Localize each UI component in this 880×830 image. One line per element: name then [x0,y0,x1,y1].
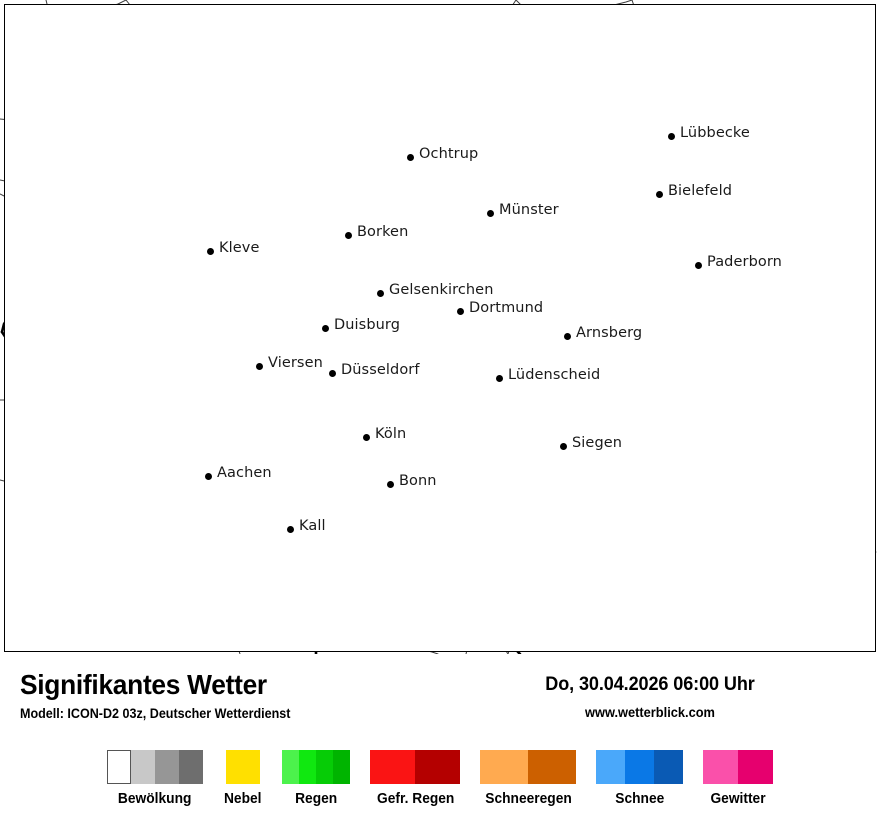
legend-label: Schneeregen [484,791,572,807]
legend-swatch-row [282,750,351,784]
city-dot-icon [345,232,352,239]
legend-label: Bewölkung [118,791,192,807]
legend-swatch [178,750,203,784]
city-dot-icon [363,434,370,441]
city-dot-icon [329,370,336,377]
legend-group: Bewölkung [106,750,203,807]
legend-swatch [703,750,739,784]
city-dot-icon [695,262,702,269]
legend-swatch [415,750,461,784]
legend-swatch-row [106,750,203,784]
legend-swatch [480,750,529,784]
legend-label: Schnee [615,791,665,807]
city-label: Lübbecke [680,125,750,141]
legend-swatch [130,750,155,784]
city-label: Duisburg [334,317,401,333]
legend-swatch [370,750,416,784]
legend-swatch-row [370,750,461,784]
city-dot-icon [377,290,384,297]
city-label: Siegen [572,435,623,451]
city-label: Paderborn [707,254,782,270]
city-dot-icon [668,133,675,140]
city-dot-icon [496,375,503,382]
city-label: Dortmund [469,300,544,316]
legend-label: Gefr. Regen [376,791,454,807]
legend-group: Schnee [596,750,684,807]
title-block: Signifikantes Wetter Modell: ICON-D2 03z… [20,669,311,722]
city-dot-icon [387,481,394,488]
legend-swatch [154,750,179,784]
legend-swatch-row [703,750,774,784]
legend-swatch [106,750,131,784]
site-url: www.wetterblick.com [585,705,715,720]
legend-group: Schneeregen [480,750,577,807]
page-title: Signifikantes Wetter [20,669,267,700]
legend-group: Gefr. Regen [370,750,461,807]
city-dot-icon [287,526,294,533]
legend-swatch-row [225,750,260,784]
city-label: Ochtrup [419,146,479,162]
legend-swatch [528,750,577,784]
city-dot-icon [407,154,414,161]
city-label: Lüdenscheid [508,367,601,383]
city-dot-icon [205,473,212,480]
city-label: Münster [499,202,559,218]
model-subtitle: Modell: ICON-D2 03z, Deutscher Wetterdie… [20,706,291,722]
city-label: Düsseldorf [341,362,420,378]
city-label: Kall [299,518,326,534]
city-label: Borken [357,224,409,240]
legend-swatch [654,750,684,784]
legend-label: Gewitter [710,791,766,807]
timestamp-block: Do, 30.04.2026 06:00 Uhr www.wetterblick… [440,674,860,720]
legend-swatch [299,750,317,784]
city-dot-icon [457,308,464,315]
legend-label: Nebel [223,791,262,807]
city-dot-icon [564,333,571,340]
city-label: Aachen [217,465,272,481]
legend-swatch [316,750,334,784]
legend-swatch [225,750,260,784]
legend-group: Nebel [223,750,263,807]
legend-swatch-row [596,750,684,784]
city-label: Bielefeld [668,183,733,199]
city-label: Köln [375,426,407,442]
legend-group: Regen [282,750,351,807]
legend-swatch [625,750,655,784]
city-label: Arnsberg [576,325,643,341]
map-frame [4,4,876,652]
legend-swatch [333,750,351,784]
city-dot-icon [656,191,663,198]
legend-swatch-row [480,750,577,784]
city-label: Viersen [268,355,323,371]
legend-swatch [738,750,774,784]
city-dot-icon [560,443,567,450]
weather-legend: Bewölkung Nebel Regen Gefr. Regen Schneerege… [0,750,880,807]
city-dot-icon [207,248,214,255]
legend-swatch [282,750,300,784]
city-label: Bonn [399,473,437,489]
legend-group: Gewitter [703,750,774,807]
city-dot-icon [256,363,263,370]
city-label: Gelsenkirchen [389,282,494,298]
valid-time: Do, 30.04.2026 06:00 Uhr [545,674,755,695]
legend-label: Regen [295,791,338,807]
footer-panel: Signifikantes Wetter Modell: ICON-D2 03z… [0,654,880,830]
city-label: Kleve [219,240,260,256]
city-dot-icon [487,210,494,217]
legend-swatch [596,750,626,784]
weather-map-panel: Lübbecke Ochtrup Bielefeld Münster Borken Kle… [0,0,877,654]
city-dot-icon [322,325,329,332]
